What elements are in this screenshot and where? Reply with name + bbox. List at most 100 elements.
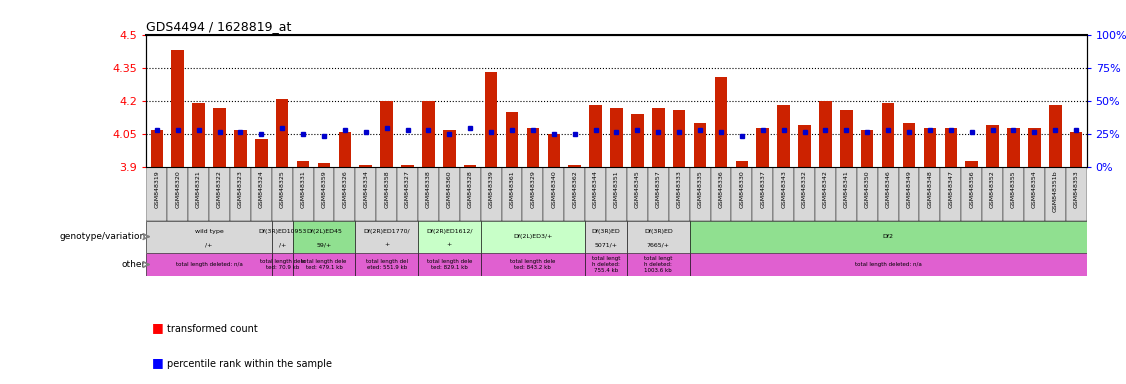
Bar [293, 167, 313, 221]
Text: /+: /+ [205, 242, 213, 247]
Text: total length dele
ted: 479.1 kb: total length dele ted: 479.1 kb [302, 259, 347, 270]
Bar [334, 167, 356, 221]
Bar [794, 167, 815, 221]
Text: GSM848325: GSM848325 [279, 170, 285, 208]
Bar [606, 167, 627, 221]
Text: total length dele
ted: 843.2 kb: total length dele ted: 843.2 kb [510, 259, 555, 270]
Text: GSM848335: GSM848335 [698, 170, 703, 208]
Text: GSM848355: GSM848355 [1011, 170, 1016, 208]
Bar [230, 167, 251, 221]
Bar [757, 127, 769, 167]
Bar [544, 167, 564, 221]
Bar [234, 130, 247, 167]
Bar [397, 167, 418, 221]
Bar [422, 101, 435, 167]
Text: ■: ■ [152, 321, 163, 334]
Bar [339, 132, 351, 167]
Bar [610, 108, 623, 167]
Bar [356, 221, 418, 253]
Text: GSM848344: GSM848344 [593, 170, 598, 208]
Text: /+: /+ [278, 242, 286, 247]
Bar [627, 167, 647, 221]
Text: +: + [447, 242, 452, 247]
Text: GSM848352: GSM848352 [990, 170, 995, 208]
Bar [1049, 106, 1062, 167]
Bar [146, 253, 271, 276]
Bar [589, 106, 602, 167]
Text: GSM848351: GSM848351 [614, 170, 619, 208]
Bar [1070, 132, 1082, 167]
Bar [586, 221, 627, 253]
Bar [464, 165, 476, 167]
Text: 59/+: 59/+ [316, 242, 331, 247]
Text: 5071/+: 5071/+ [595, 242, 617, 247]
Bar [481, 253, 586, 276]
Bar [586, 167, 606, 221]
Bar [151, 130, 163, 167]
Text: Df2: Df2 [883, 234, 894, 239]
Text: Df(3R)ED10953: Df(3R)ED10953 [258, 229, 306, 234]
Bar [146, 167, 168, 221]
Bar [297, 161, 310, 167]
Bar [815, 167, 835, 221]
Text: total length dele
ted: 70.9 kb: total length dele ted: 70.9 kb [259, 259, 305, 270]
Text: GSM848340: GSM848340 [552, 170, 556, 208]
Text: Df(2R)ED1770/: Df(2R)ED1770/ [364, 229, 410, 234]
Bar [631, 114, 644, 167]
Bar [439, 167, 459, 221]
Bar [418, 253, 481, 276]
Bar [777, 106, 790, 167]
Text: +: + [384, 242, 390, 247]
Text: GSM848330: GSM848330 [740, 170, 744, 208]
Bar [1024, 167, 1045, 221]
Text: transformed count: transformed count [167, 324, 258, 334]
Text: GSM848337: GSM848337 [760, 170, 766, 208]
Text: total length deleted: n/a: total length deleted: n/a [176, 262, 242, 267]
Bar [819, 101, 832, 167]
Bar [965, 161, 978, 167]
Bar [213, 108, 226, 167]
Text: Df(3R)ED: Df(3R)ED [644, 229, 672, 234]
Text: GSM848360: GSM848360 [447, 170, 452, 208]
Text: GSM848356: GSM848356 [969, 170, 974, 208]
Text: Df(3R)ED: Df(3R)ED [591, 229, 620, 234]
Text: total lengt
h deleted:
755.4 kb: total lengt h deleted: 755.4 kb [592, 256, 620, 273]
Text: GSM848347: GSM848347 [948, 170, 954, 208]
Bar [711, 167, 732, 221]
Text: GSM848331: GSM848331 [301, 170, 305, 208]
Bar [840, 110, 852, 167]
Text: GSM848358: GSM848358 [384, 170, 390, 208]
Text: GSM848351b: GSM848351b [1053, 170, 1057, 212]
Bar [861, 130, 874, 167]
Bar [522, 167, 544, 221]
Text: total length dele
ted: 829.1 kb: total length dele ted: 829.1 kb [427, 259, 472, 270]
Text: GSM848324: GSM848324 [259, 170, 263, 208]
Bar [376, 167, 397, 221]
Text: GSM848357: GSM848357 [655, 170, 661, 208]
Bar [732, 167, 752, 221]
Text: GSM848321: GSM848321 [196, 170, 202, 208]
Text: GSM848333: GSM848333 [677, 170, 681, 208]
Text: GSM848345: GSM848345 [635, 170, 640, 208]
Bar [506, 112, 518, 167]
Bar [1065, 167, 1087, 221]
Bar [146, 221, 271, 253]
Text: GSM848361: GSM848361 [510, 170, 515, 208]
Bar [481, 221, 586, 253]
Bar [271, 221, 293, 253]
Bar [418, 167, 439, 221]
Text: GSM848323: GSM848323 [238, 170, 243, 208]
Bar [254, 139, 268, 167]
Bar [356, 167, 376, 221]
Bar [481, 167, 501, 221]
Bar [443, 130, 456, 167]
Bar [168, 167, 188, 221]
Bar [798, 126, 811, 167]
Bar [962, 167, 982, 221]
Bar [882, 103, 894, 167]
Bar [293, 253, 356, 276]
Text: GSM848319: GSM848319 [154, 170, 159, 208]
Bar [564, 167, 586, 221]
Text: total length deleted: n/a: total length deleted: n/a [855, 262, 921, 267]
Text: GSM848328: GSM848328 [467, 170, 473, 208]
